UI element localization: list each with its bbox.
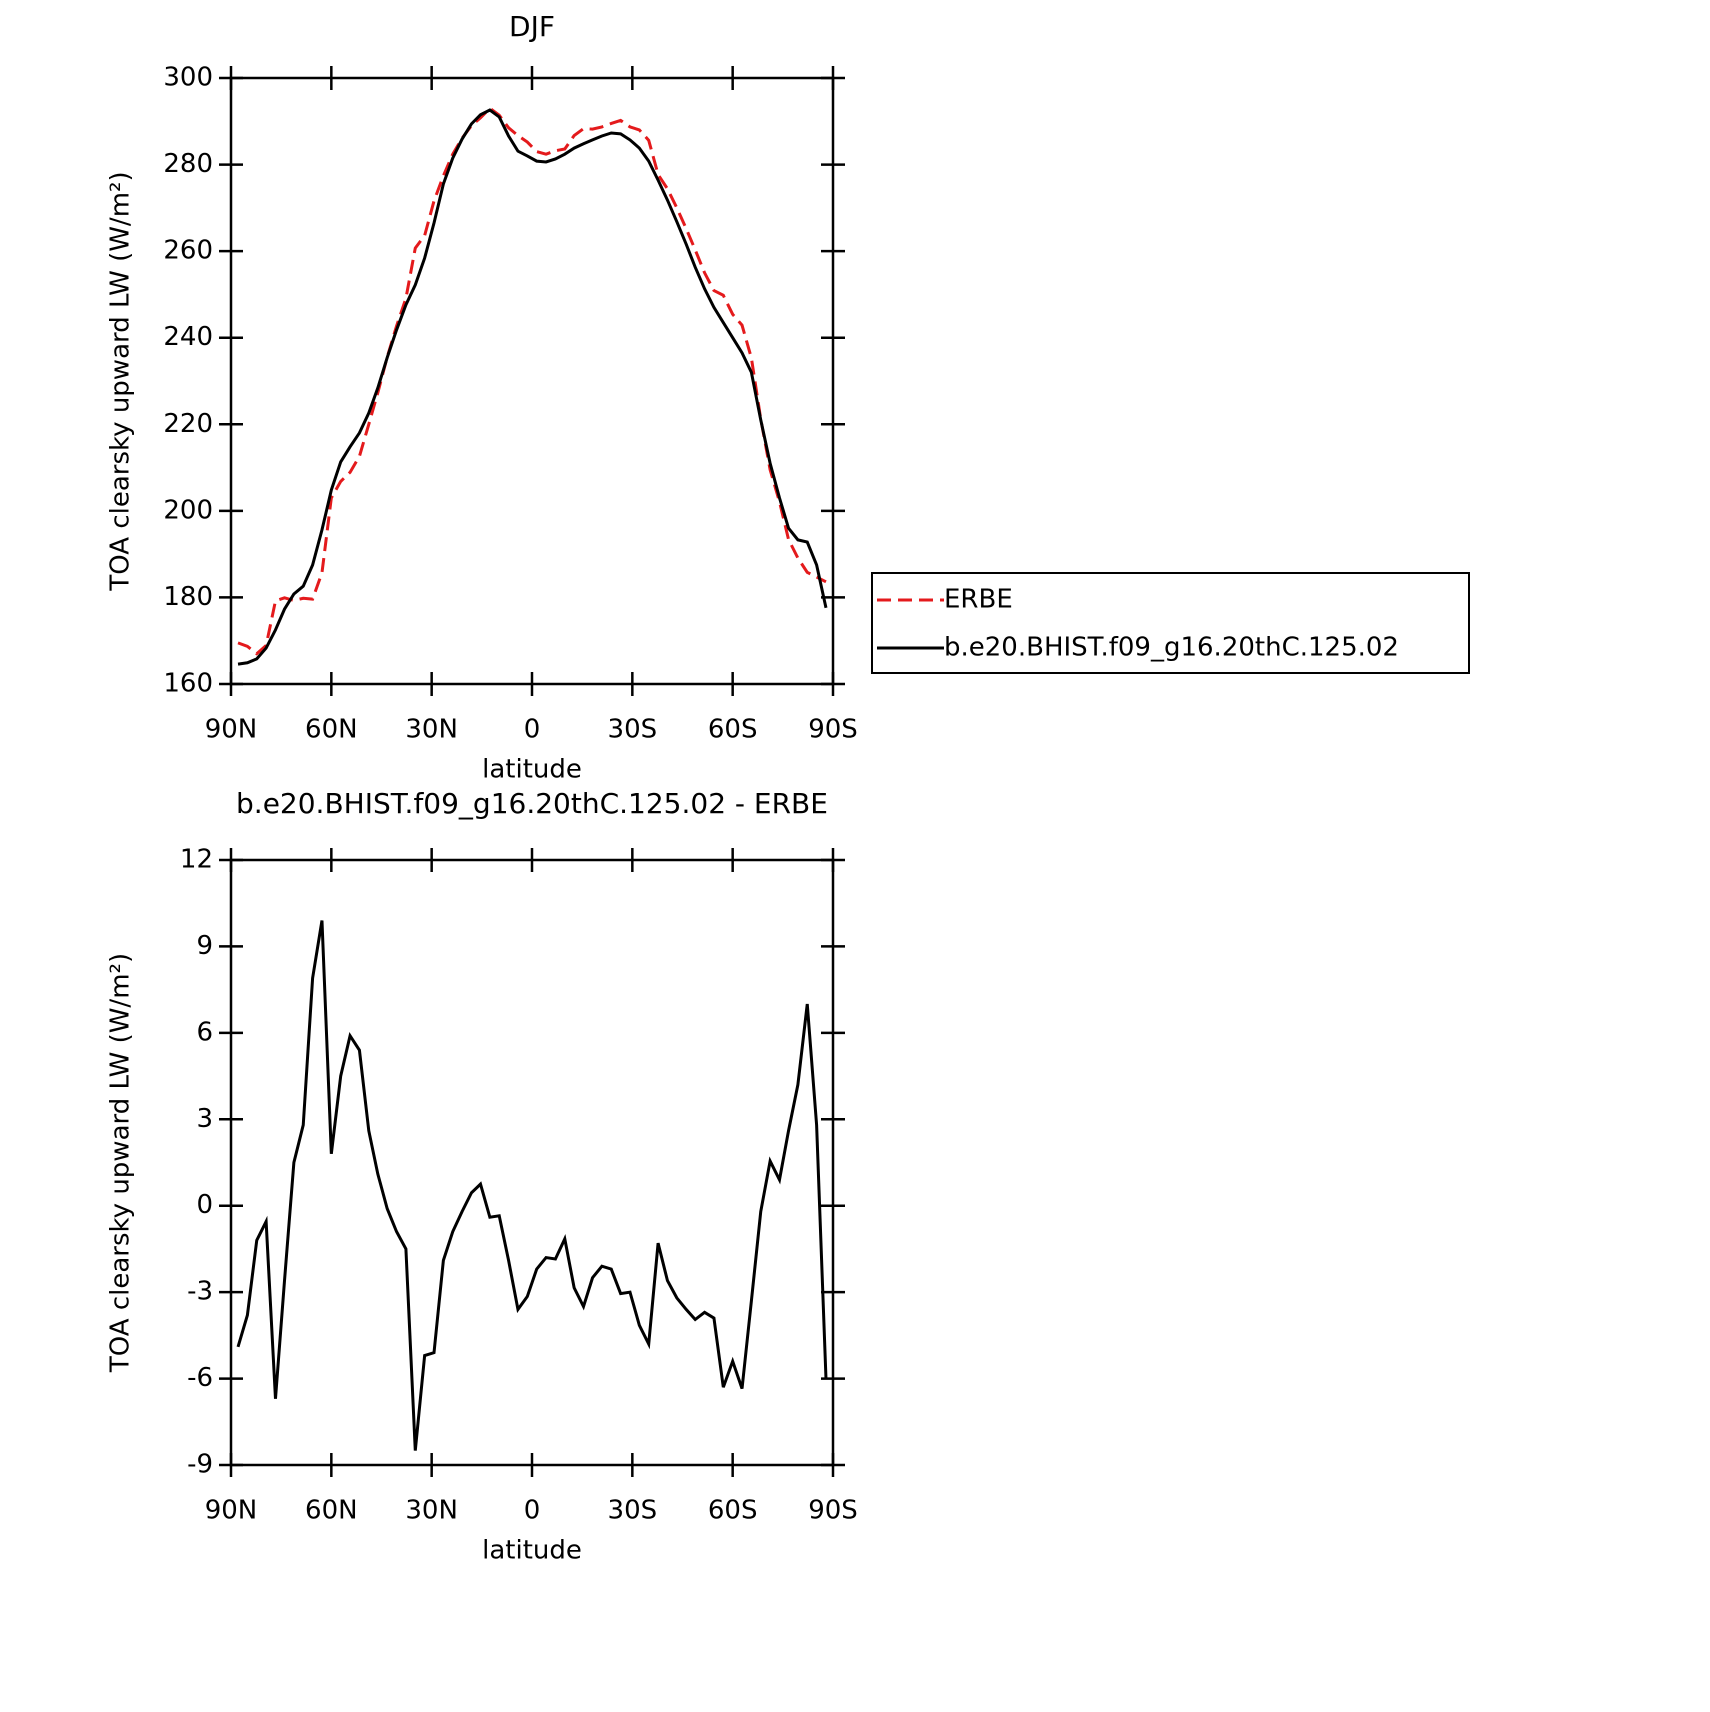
- x-tick-label: 90N: [205, 715, 258, 745]
- x-tick-label: 60S: [708, 715, 758, 745]
- data-line: [236, 920, 828, 1451]
- y-tick-label: 180: [163, 582, 213, 612]
- y-axis-label: TOA clearsky upward LW (W/m²): [106, 953, 136, 1373]
- legend-label: ERBE: [944, 585, 1013, 615]
- y-tick-label: 300: [163, 63, 213, 93]
- data-line: [237, 106, 827, 656]
- y-axis-label: TOA clearsky upward LW (W/m²): [106, 171, 136, 591]
- y-tick-label: 260: [163, 236, 213, 266]
- x-tick-label: 60S: [708, 1496, 758, 1526]
- x-tick-label: 30S: [608, 715, 658, 745]
- x-tick-label: 0: [524, 715, 541, 745]
- y-tick-label: -3: [187, 1277, 213, 1307]
- x-tick-label: 90N: [205, 1496, 258, 1526]
- y-tick-label: 160: [163, 669, 213, 699]
- x-tick-label: 60N: [305, 1496, 358, 1526]
- y-tick-label: 9: [196, 931, 213, 961]
- y-tick-label: 0: [196, 1190, 213, 1220]
- y-tick-label: 240: [163, 322, 213, 352]
- x-tick-label: 90S: [808, 1496, 858, 1526]
- y-tick-label: -6: [187, 1363, 213, 1393]
- y-tick-label: -9: [187, 1450, 213, 1480]
- chart-title: b.e20.BHIST.f09_g16.20thC.125.02 - ERBE: [236, 787, 828, 820]
- legend-box: [871, 572, 1470, 674]
- x-tick-label: 90S: [808, 715, 858, 745]
- chart-title: DJF: [509, 10, 555, 43]
- y-tick-label: 220: [163, 409, 213, 439]
- data-line: [237, 108, 828, 666]
- x-tick-label: 0: [524, 1496, 541, 1526]
- x-tick-label: 30S: [608, 1496, 658, 1526]
- x-tick-label: 30N: [405, 715, 458, 745]
- y-tick-label: 200: [163, 495, 213, 525]
- y-tick-label: 6: [196, 1017, 213, 1047]
- plot-frame: [229, 76, 835, 686]
- x-axis-label: latitude: [482, 755, 582, 785]
- legend-label: b.e20.BHIST.f09_g16.20thC.125.02: [944, 633, 1399, 663]
- y-tick-label: 3: [196, 1104, 213, 1134]
- y-tick-label: 280: [163, 149, 213, 179]
- x-tick-label: 30N: [405, 1496, 458, 1526]
- x-axis-label: latitude: [482, 1536, 582, 1566]
- y-tick-label: 12: [180, 845, 213, 875]
- x-tick-label: 60N: [305, 715, 358, 745]
